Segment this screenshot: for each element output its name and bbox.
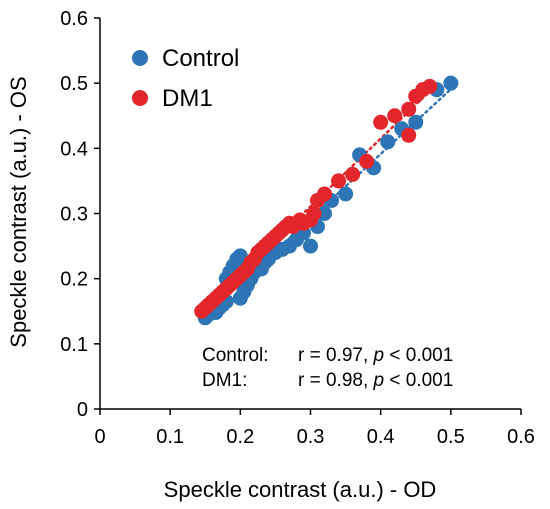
point-dm1 bbox=[422, 79, 437, 94]
point-control bbox=[303, 239, 318, 254]
annotation-stats: r = 0.97, p < 0.001 bbox=[298, 345, 453, 366]
legend-label-dm1: DM1 bbox=[162, 85, 213, 112]
point-control bbox=[408, 115, 423, 130]
point-dm1 bbox=[317, 186, 332, 201]
point-dm1 bbox=[345, 167, 360, 182]
y-tick-label: 0.6 bbox=[60, 8, 88, 30]
x-axis-label: Speckle contrast (a.u.) - OD bbox=[164, 477, 437, 502]
point-dm1 bbox=[373, 115, 388, 130]
point-control bbox=[380, 134, 395, 149]
legend-label-control: Control bbox=[162, 45, 239, 72]
legend-marker-control bbox=[132, 50, 148, 66]
data-points bbox=[194, 76, 458, 326]
y-tick-label: 0.4 bbox=[60, 138, 88, 160]
point-dm1 bbox=[307, 206, 322, 221]
annotation-label: Control: bbox=[202, 345, 269, 366]
y-tick-label: 0.2 bbox=[60, 269, 88, 291]
correlation-annotations: Control: r = 0.97, p < 0.001 DM1: r = 0.98,… bbox=[202, 345, 453, 391]
legend-marker-dm1 bbox=[132, 90, 148, 106]
x-tick-label: 0.3 bbox=[297, 426, 325, 448]
point-control bbox=[338, 186, 353, 201]
point-dm1 bbox=[401, 128, 416, 143]
x-tick-label: 0.1 bbox=[156, 426, 184, 448]
point-dm1 bbox=[387, 108, 402, 123]
point-control bbox=[443, 76, 458, 91]
x-tick-label: 0 bbox=[94, 426, 105, 448]
y-tick-label: 0.5 bbox=[60, 73, 88, 95]
y-tick-label: 0 bbox=[77, 399, 88, 421]
annotation-stats: r = 0.98, p < 0.001 bbox=[298, 370, 453, 391]
x-tick-label: 0.2 bbox=[226, 426, 254, 448]
legend: Control DM1 bbox=[132, 45, 239, 112]
y-tick-label: 0.1 bbox=[60, 334, 88, 356]
point-dm1 bbox=[401, 102, 416, 117]
annotation-label: DM1: bbox=[202, 370, 247, 391]
y-axis-label: Speckle contrast (a.u.) - OS bbox=[6, 76, 31, 347]
point-dm1 bbox=[331, 173, 346, 188]
x-tick-label: 0.6 bbox=[507, 426, 535, 448]
y-tick-label: 0.3 bbox=[60, 204, 88, 226]
point-dm1 bbox=[359, 154, 374, 169]
x-tick-label: 0.5 bbox=[437, 426, 465, 448]
x-tick-label: 0.4 bbox=[367, 426, 395, 448]
